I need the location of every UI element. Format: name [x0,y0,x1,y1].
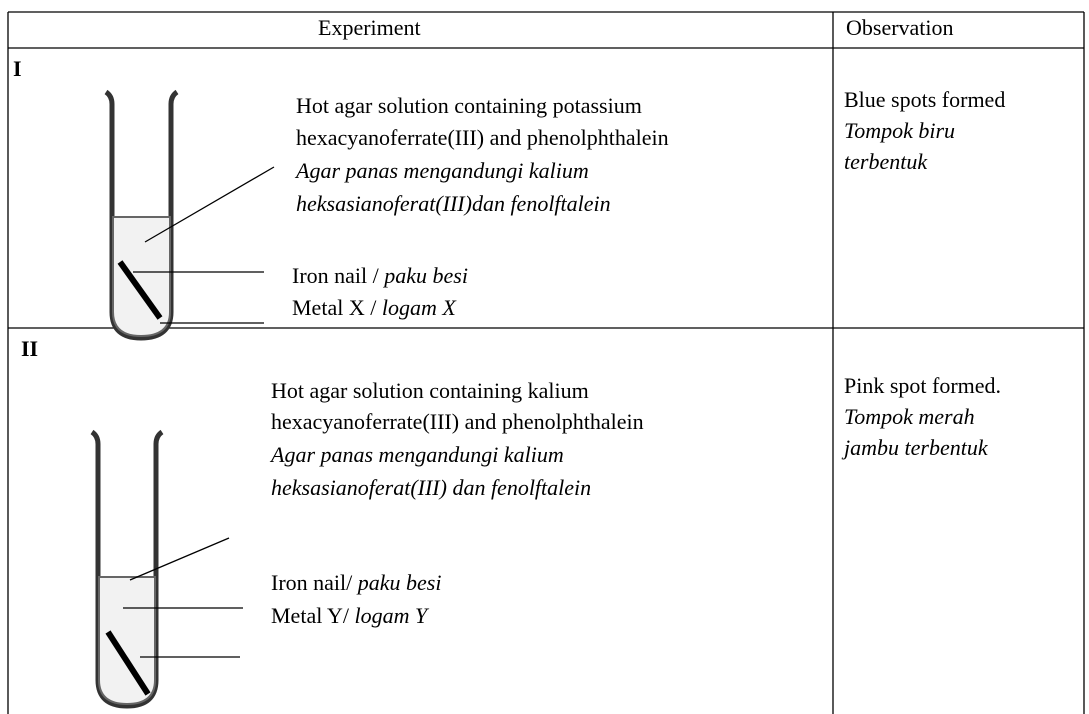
test-tube-2 [90,429,164,709]
solution-text: hexacyanoferrate(III) and phenolphthalei… [296,125,669,150]
text: Metal Y/ [271,603,355,628]
text: logam Y [354,603,428,628]
solution-text: Hot agar solution containing kalium [271,378,589,403]
leader-lines [123,166,275,658]
header-cell: Observation [846,15,954,40]
solution-text: hexacyanoferrate(III) and phenolphthalei… [271,409,644,434]
solution-text: heksasianoferat(III)dan fenolftalein [296,191,611,216]
row-label: II [21,336,39,361]
solution-text: heksasianoferat(III) dan fenolftalein [271,475,592,500]
test-tube-1 [104,89,179,341]
text: Iron nail/ [271,570,358,595]
row-label: I [13,56,22,81]
observation: Tompok biru [844,118,956,143]
text: Metal X / [292,295,382,320]
solution-text: Agar panas mengandungi kalium [296,158,589,183]
metal-label: Metal Y/ logam Y [271,603,427,629]
observation: Blue spots formed [844,87,1006,112]
observation: Tompok merah [844,404,975,429]
text: Iron nail / [292,263,385,288]
text: paku besi [357,570,442,595]
observation: jambu terbentuk [844,435,988,460]
solution-text: Hot agar solution containing potassium [296,93,642,118]
nail-label: Iron nail / paku besi [292,263,468,289]
text: logam X [381,295,456,320]
header-cell: Experiment [318,15,421,40]
text: paku besi [384,263,468,288]
metal-label: Metal X / logam X [292,295,456,321]
solution-text: Agar panas mengandungi kalium [271,442,564,467]
observation: terbentuk [844,149,928,174]
observation: Pink spot formed. [844,373,1002,398]
nail-label: Iron nail/ paku besi [271,570,441,596]
